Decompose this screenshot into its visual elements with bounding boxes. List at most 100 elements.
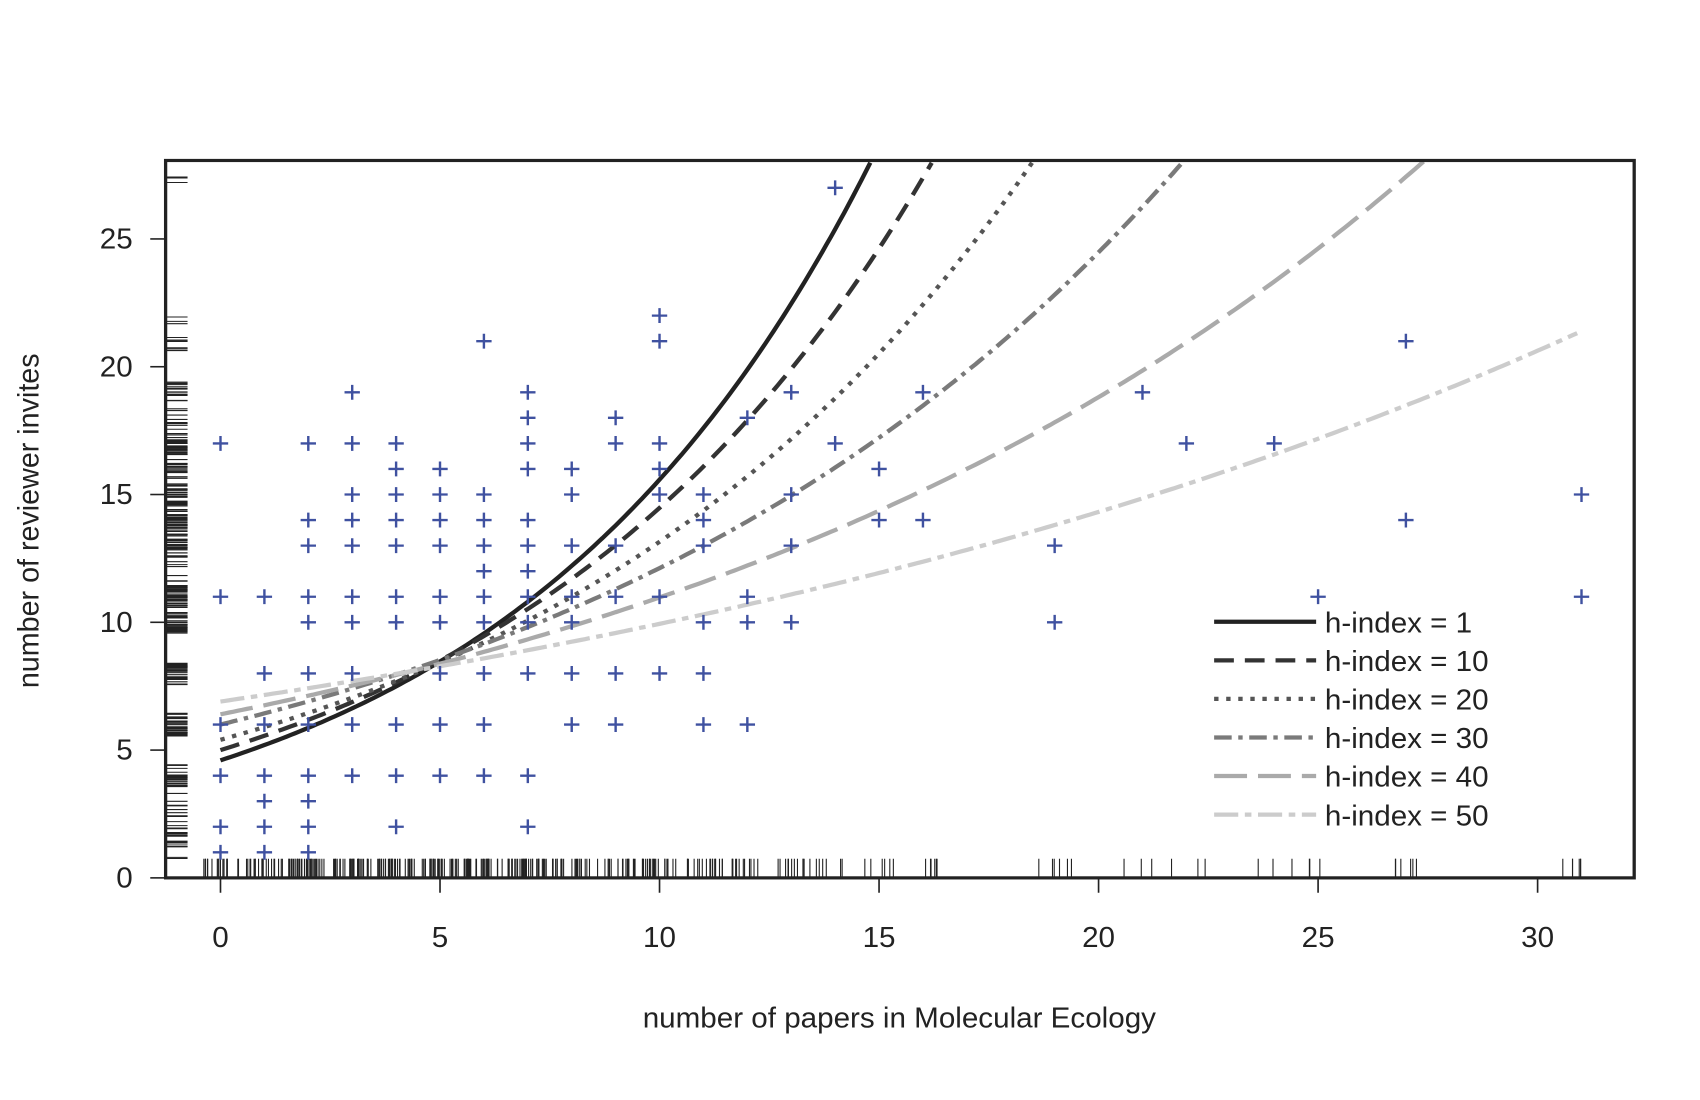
- data-point: [212, 717, 229, 732]
- data-point: [344, 538, 360, 554]
- data-point: [1266, 435, 1282, 451]
- data-point: [520, 538, 536, 554]
- data-point: [520, 768, 536, 784]
- data-point: [212, 768, 229, 784]
- data-point: [695, 538, 712, 554]
- data-point: [300, 819, 316, 835]
- data-point: [695, 717, 712, 732]
- data-point: [783, 384, 799, 400]
- data-point: [344, 487, 360, 502]
- x-tick-label: 10: [643, 922, 676, 953]
- legend-label: h-index = 20: [1325, 685, 1489, 716]
- data-point: [476, 665, 492, 681]
- data-point: [1310, 589, 1326, 605]
- data-point: [476, 614, 492, 630]
- data-point: [344, 512, 360, 528]
- data-point: [388, 512, 404, 528]
- data-point: [607, 538, 624, 554]
- curve-h-index-1: [219, 161, 873, 763]
- data-point: [564, 461, 580, 477]
- data-point: [827, 180, 843, 196]
- data-point: [783, 487, 799, 502]
- data-point: [256, 665, 273, 681]
- data-point: [1178, 435, 1195, 451]
- y-axis: 0 5 10 15 20 25: [100, 224, 166, 894]
- data-point: [388, 487, 404, 502]
- data-point: [739, 717, 756, 732]
- y-axis-label: number of reviewer invites: [13, 353, 45, 688]
- legend-label: h-index = 1: [1325, 608, 1472, 639]
- data-point: [388, 819, 404, 835]
- legend-label: h-index = 10: [1325, 646, 1489, 677]
- data-point: [212, 844, 229, 860]
- data-point: [651, 487, 668, 502]
- data-point: [476, 768, 492, 784]
- data-point: [1398, 512, 1414, 528]
- data-point: [432, 538, 448, 554]
- data-point: [651, 333, 668, 349]
- data-point: [520, 614, 536, 630]
- data-point: [651, 589, 668, 605]
- data-point: [520, 589, 536, 605]
- y-tick-label: 15: [100, 479, 133, 510]
- data-point: [520, 665, 536, 681]
- data-point: [564, 614, 580, 630]
- data-point: [783, 614, 799, 630]
- data-point: [300, 717, 316, 732]
- data-point: [564, 665, 580, 681]
- data-point: [212, 435, 229, 451]
- legend-label: h-index = 40: [1325, 762, 1489, 793]
- data-point: [607, 435, 624, 451]
- data-point: [344, 665, 360, 681]
- data-point: [388, 717, 404, 732]
- data-point: [564, 717, 580, 732]
- data-point: [651, 461, 668, 477]
- data-point: [783, 538, 799, 554]
- data-point: [564, 487, 580, 502]
- data-point: [520, 819, 536, 835]
- curve-h-index-50: [220, 331, 1579, 704]
- data-point: [695, 512, 712, 528]
- x-tick-label: 30: [1521, 922, 1554, 953]
- data-point: [388, 614, 404, 630]
- y-tick-label: 25: [100, 224, 133, 255]
- data-point: [695, 665, 712, 681]
- data-point: [476, 717, 492, 732]
- data-point: [300, 793, 316, 809]
- data-point: [344, 589, 360, 605]
- data-point: [256, 717, 273, 732]
- y-tick-label: 5: [116, 735, 132, 766]
- data-point: [520, 410, 536, 426]
- data-point: [520, 384, 536, 400]
- data-point: [476, 512, 492, 528]
- data-point: [739, 614, 756, 630]
- y-tick-label: 0: [116, 863, 132, 894]
- data-point: [432, 717, 448, 732]
- x-tick-label: 20: [1082, 922, 1115, 953]
- data-point: [1398, 333, 1414, 349]
- data-point: [520, 563, 536, 579]
- data-point: [607, 589, 624, 605]
- data-point: [432, 589, 448, 605]
- data-point: [300, 665, 316, 681]
- data-point: [476, 589, 492, 605]
- data-point: [256, 844, 273, 860]
- data-point: [388, 461, 404, 477]
- data-point: [256, 768, 273, 784]
- data-point: [651, 435, 668, 451]
- data-point: [1573, 487, 1590, 502]
- data-point: [520, 461, 536, 477]
- data-point: [1046, 614, 1063, 630]
- data-point: [651, 665, 668, 681]
- data-point: [827, 435, 843, 451]
- data-point: [300, 614, 316, 630]
- data-point: [300, 589, 316, 605]
- data-point: [300, 538, 316, 554]
- data-point: [607, 410, 624, 426]
- data-point: [1046, 538, 1063, 554]
- data-point: [388, 435, 404, 451]
- data-point: [915, 512, 931, 528]
- data-point: [344, 435, 360, 451]
- data-point: [520, 512, 536, 528]
- data-point: [564, 538, 580, 554]
